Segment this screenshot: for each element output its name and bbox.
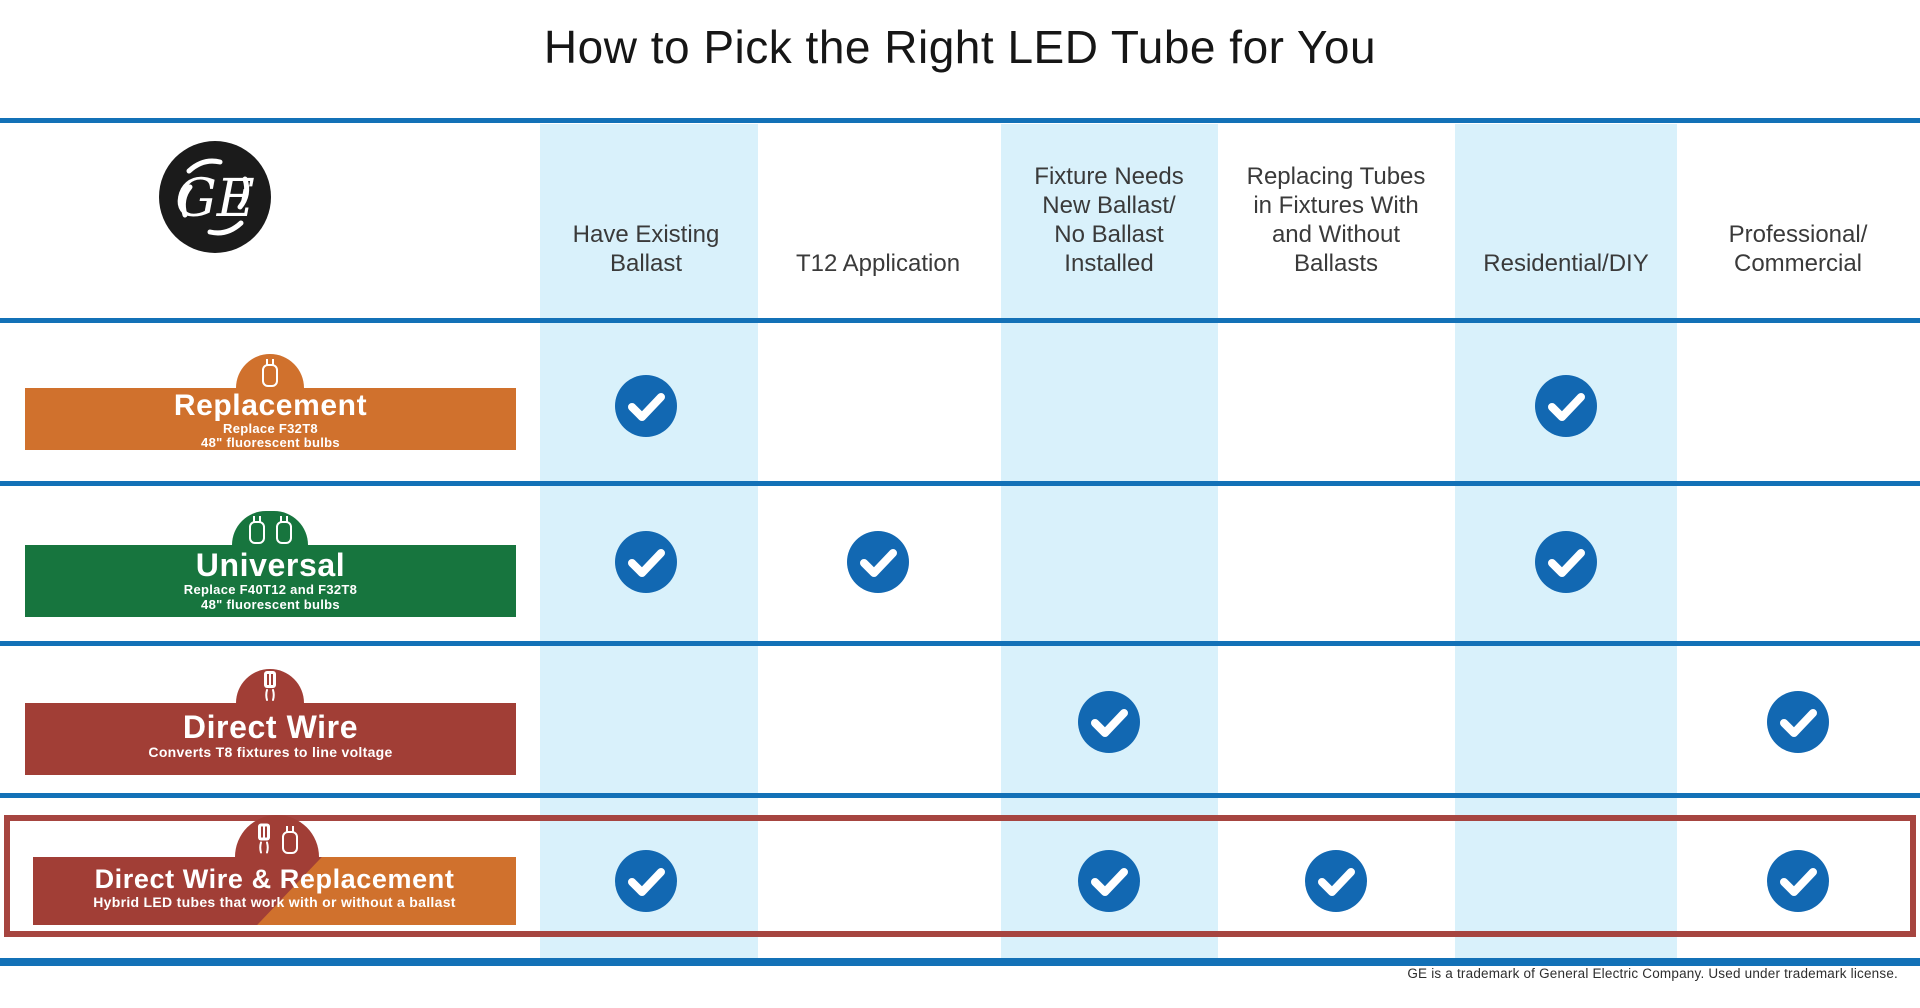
checkmark-icon bbox=[1078, 850, 1140, 912]
tube-icon bbox=[236, 354, 304, 388]
footer-bar bbox=[0, 958, 1920, 966]
row-title: Replacement bbox=[173, 389, 368, 422]
checkmark-icon bbox=[615, 850, 677, 912]
row-subtext: Hybrid LED tubes that work with or witho… bbox=[93, 894, 456, 910]
row-subtext: Replace F32T8 48" fluorescent bulbs bbox=[201, 421, 340, 450]
checkmark-icon bbox=[1767, 850, 1829, 912]
row-banner-direct-wire: Direct Wire Converts T8 fixtures to line… bbox=[25, 669, 516, 775]
row-title: Direct Wire & Replacement bbox=[94, 864, 455, 894]
column-header-have-existing-ballast: Have Existing Ballast bbox=[572, 221, 720, 277]
row-banner-universal: Universal Replace F40T12 and F32T8 48" f… bbox=[25, 511, 516, 617]
row-subtext: Converts T8 fixtures to line voltage bbox=[148, 744, 393, 760]
checkmark-icon bbox=[1535, 375, 1597, 437]
column-header-residential-diy: Residential/DIY bbox=[1483, 250, 1649, 277]
checkmark-icon bbox=[615, 531, 677, 593]
page-title: How to Pick the Right LED Tube for You bbox=[543, 21, 1377, 73]
column-header-replacing-tubes: Replacing Tubes in Fixtures With and Wit… bbox=[1246, 163, 1426, 277]
wire-tube-icon bbox=[236, 669, 304, 703]
divider-line bbox=[0, 481, 1920, 486]
checkmark-icon bbox=[615, 375, 677, 437]
column-header-professional-commercial: Professional/ Commercial bbox=[1728, 221, 1868, 277]
double-tube-icon bbox=[232, 511, 308, 545]
svg-text:GE: GE bbox=[175, 169, 255, 229]
highlight-border bbox=[4, 815, 1916, 937]
ge-logo-icon: GE bbox=[155, 137, 275, 257]
row-subtext: Replace F40T12 and F32T8 48" fluorescent… bbox=[183, 582, 358, 612]
checkmark-icon bbox=[1305, 850, 1367, 912]
column-header-t12-application: T12 Application bbox=[795, 250, 961, 277]
checkmark-icon bbox=[1535, 531, 1597, 593]
trademark-footnote: GE is a trademark of General Electric Co… bbox=[1407, 966, 1898, 981]
checkmark-icon bbox=[1078, 691, 1140, 753]
checkmark-icon bbox=[847, 531, 909, 593]
column-header-fixture-needs-new-ballast: Fixture Needs New Ballast/ No Ballast In… bbox=[1034, 163, 1184, 277]
row-title: Direct Wire bbox=[182, 709, 359, 745]
checkmark-icon bbox=[1767, 691, 1829, 753]
divider-line bbox=[0, 641, 1920, 646]
divider-line bbox=[0, 318, 1920, 323]
divider-line bbox=[0, 793, 1920, 798]
row-title: Universal bbox=[195, 547, 346, 583]
divider-line bbox=[0, 118, 1920, 123]
row-banner-replacement: Replacement Replace F32T8 48" fluorescen… bbox=[25, 354, 516, 450]
row-banner-direct-wire-and-replacement: Direct Wire & Replacement Hybrid LED tub… bbox=[33, 815, 516, 925]
